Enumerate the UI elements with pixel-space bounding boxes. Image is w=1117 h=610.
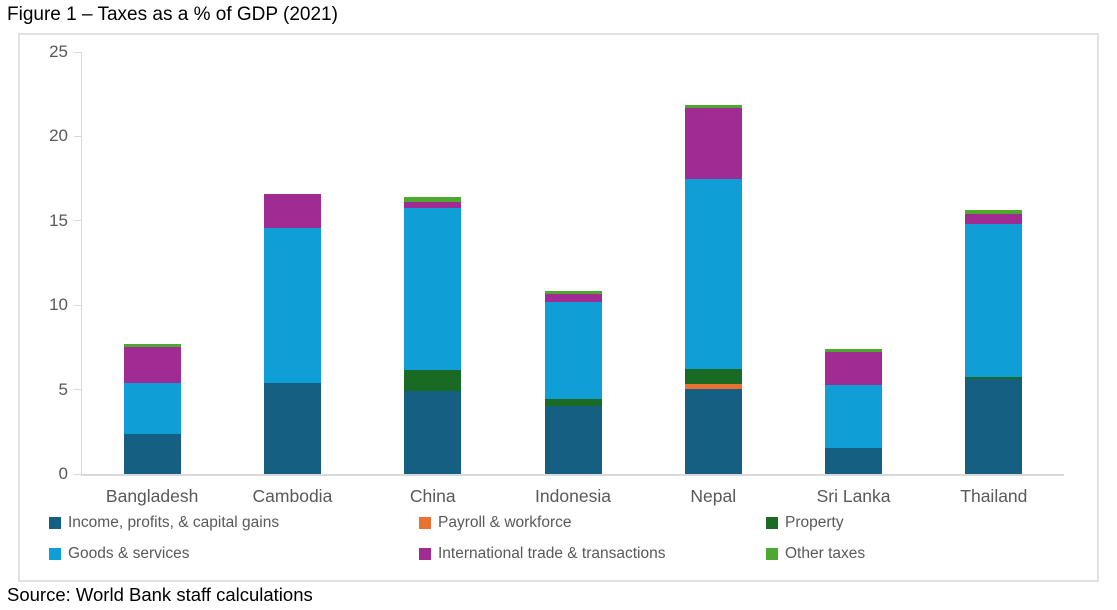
bar-segment-income-profits-capital-gains bbox=[263, 382, 321, 474]
bar-segment-international-trade-transactions bbox=[965, 214, 1023, 225]
chart-frame: 0 5 10 15 20 25 Bangladesh Cambodia China Indones… bbox=[18, 33, 1099, 582]
y-axis-tick bbox=[74, 135, 82, 137]
plot-area: 0 5 10 15 20 25 Bangladesh Cambodia China Indones… bbox=[49, 42, 1064, 506]
legend-swatch bbox=[49, 517, 61, 529]
bar-segment-international-trade-transactions bbox=[123, 347, 181, 383]
legend-item: International trade & transactions bbox=[419, 543, 766, 565]
bar-segment-income-profits-capital-gains bbox=[965, 378, 1023, 474]
bar-segment-property bbox=[404, 370, 462, 392]
bar-segment-property bbox=[965, 376, 1023, 379]
bar-segment-goods-services bbox=[263, 228, 321, 383]
bar-segment-other-taxes bbox=[544, 290, 602, 295]
legend-label: Goods & services bbox=[68, 545, 190, 562]
bar-segment-international-trade-transactions bbox=[263, 193, 321, 229]
legend-label: International trade & transactions bbox=[438, 545, 666, 562]
y-axis-tick-label: 25 bbox=[49, 42, 68, 61]
legend-label: Payroll & workforce bbox=[438, 514, 572, 531]
bar-segment-goods-services bbox=[965, 224, 1023, 377]
source-note: Source: World Bank staff calculations bbox=[7, 584, 313, 605]
legend: Income, profits, & capital gains Payroll … bbox=[49, 512, 1069, 565]
legend-label: Income, profits, & capital gains bbox=[68, 514, 280, 531]
bar-segment-international-trade-transactions bbox=[404, 202, 462, 209]
legend-item: Property bbox=[766, 512, 1069, 534]
bar-segment-other-taxes bbox=[965, 209, 1023, 215]
bar-segment-other-taxes bbox=[684, 105, 742, 108]
y-axis-tick bbox=[74, 220, 82, 222]
bar-segment-income-profits-capital-gains bbox=[544, 406, 602, 474]
y-axis-tick-label: 10 bbox=[49, 295, 68, 315]
y-axis-tick-label: 0 bbox=[58, 464, 68, 483]
y-axis-tick bbox=[74, 304, 82, 306]
bar-segment-payroll-workforce bbox=[684, 383, 742, 389]
figure-title: Figure 1 – Taxes as a % of GDP (2021) bbox=[7, 4, 338, 25]
y-axis-tick-label: 15 bbox=[49, 210, 68, 230]
bar-segment-income-profits-capital-gains bbox=[684, 388, 742, 474]
legend-swatch bbox=[49, 548, 61, 560]
x-axis-label: China bbox=[409, 486, 456, 506]
bar-segment-other-taxes bbox=[123, 344, 181, 348]
legend-item: Income, profits, & capital gains bbox=[49, 512, 419, 534]
legend-swatch bbox=[766, 517, 778, 529]
bar-segment-goods-services bbox=[544, 301, 602, 399]
bar-segment-goods-services bbox=[404, 208, 462, 371]
bar-segment-other-taxes bbox=[825, 349, 883, 353]
y-axis-tick-label: 5 bbox=[58, 379, 68, 399]
y-axis-tick bbox=[74, 473, 82, 475]
x-axis-label: Thailand bbox=[960, 486, 1028, 506]
bar-segment-property bbox=[684, 368, 742, 384]
legend-item: Other taxes bbox=[766, 543, 1069, 565]
legend-label: Property bbox=[785, 514, 844, 531]
bar-segment-international-trade-transactions bbox=[544, 294, 602, 302]
bar-segment-property bbox=[544, 398, 602, 407]
bar-segment-goods-services bbox=[123, 382, 181, 434]
legend-swatch bbox=[419, 548, 431, 560]
legend-swatch bbox=[419, 517, 431, 529]
bar-segment-income-profits-capital-gains bbox=[825, 447, 883, 474]
legend-swatch bbox=[766, 548, 778, 560]
bar-segment-other-taxes bbox=[404, 197, 462, 203]
bar-segment-income-profits-capital-gains bbox=[123, 433, 181, 474]
legend-item: Payroll & workforce bbox=[419, 512, 766, 534]
legend-item: Goods & services bbox=[49, 543, 419, 565]
legend-label: Other taxes bbox=[785, 545, 866, 562]
x-axis-label: Indonesia bbox=[535, 486, 611, 506]
y-axis-tick-label: 20 bbox=[49, 126, 68, 146]
x-axis-label: Sri Lanka bbox=[816, 486, 891, 506]
bar-segment-goods-services bbox=[684, 178, 742, 369]
y-axis-tick bbox=[74, 51, 82, 53]
bar-segment-international-trade-transactions bbox=[825, 352, 883, 386]
bar-segment-income-profits-capital-gains bbox=[404, 391, 462, 474]
y-axis-tick bbox=[74, 389, 82, 391]
x-axis-label: Nepal bbox=[690, 486, 737, 506]
x-axis-label: Bangladesh bbox=[105, 486, 199, 506]
x-axis-label: Cambodia bbox=[252, 486, 333, 506]
bar-segment-goods-services bbox=[825, 385, 883, 448]
bar-segment-international-trade-transactions bbox=[684, 107, 742, 179]
